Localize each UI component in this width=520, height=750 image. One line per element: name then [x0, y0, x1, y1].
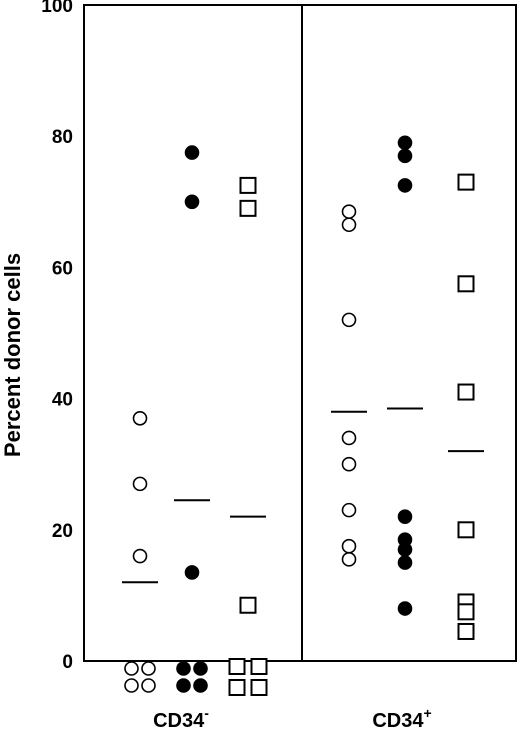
y-tick-label: 60: [52, 258, 73, 279]
filled-circle-point: [184, 565, 200, 580]
open-square-point: [457, 521, 475, 539]
y-axis-title: Percent donor cells: [0, 253, 25, 457]
open-square-point: [457, 173, 475, 191]
group-label-superscript: -: [204, 705, 209, 721]
y-tick-label: 40: [52, 390, 73, 411]
open-square-point: [457, 275, 475, 293]
y-tick-label: 0: [62, 652, 73, 673]
open-square-point: [457, 622, 475, 640]
open-circle-point: [341, 502, 357, 518]
group-label-superscript: +: [423, 705, 431, 721]
filled-circle-point: [193, 678, 208, 693]
open-circle-point: [341, 204, 357, 219]
open-circle-point: [341, 538, 357, 554]
filled-circle-point: [397, 542, 413, 557]
group-label-text: CD34: [153, 710, 205, 732]
open-circle-point: [132, 410, 148, 426]
open-circle-point: [141, 661, 156, 676]
open-square-point: [239, 596, 257, 614]
open-square-point: [457, 383, 475, 401]
filled-circle-point: [397, 135, 413, 151]
filled-circle-point: [184, 145, 200, 160]
filled-circle-point: [176, 661, 191, 676]
group-label: CD34+: [372, 705, 431, 732]
filled-circle-point: [397, 601, 413, 616]
open-circle-point: [341, 456, 357, 472]
open-circle-point: [124, 661, 139, 676]
group-label: CD34-: [153, 705, 209, 732]
filled-circle-point: [193, 661, 208, 676]
open-square-point: [239, 199, 257, 217]
filled-circle-point: [397, 148, 413, 164]
y-tick-label: 100: [41, 0, 73, 17]
open-circle-point: [341, 312, 357, 328]
filled-circle-point: [397, 178, 413, 193]
mean-lines: [122, 407, 484, 584]
y-tick-labels: 0 20 40 60 80 100: [41, 0, 73, 673]
group-labels: CD34- CD34+: [153, 705, 432, 732]
filled-circle-point: [397, 555, 413, 570]
open-circle-point: [341, 552, 357, 567]
open-circle-point: [132, 548, 148, 564]
filled-circle-point: [397, 509, 413, 524]
open-square-point: [228, 679, 246, 696]
y-tick-label: 80: [52, 127, 73, 148]
open-circle-point: [132, 476, 148, 492]
open-circle-point: [141, 678, 156, 693]
open-circle-point: [124, 678, 139, 693]
open-circle-point: [341, 430, 357, 446]
open-square-point: [250, 679, 268, 696]
filled-circle-point: [176, 678, 191, 693]
open-square-point: [239, 176, 257, 194]
data-points: [124, 135, 475, 696]
group-label-text: CD34: [372, 710, 424, 732]
filled-circle-point: [184, 194, 200, 210]
plot-frame: [83, 4, 517, 662]
y-tick-label: 20: [52, 521, 73, 542]
open-square-point: [228, 658, 246, 675]
open-square-point: [457, 603, 475, 621]
open-square-point: [250, 658, 268, 675]
open-circle-point: [341, 217, 357, 233]
